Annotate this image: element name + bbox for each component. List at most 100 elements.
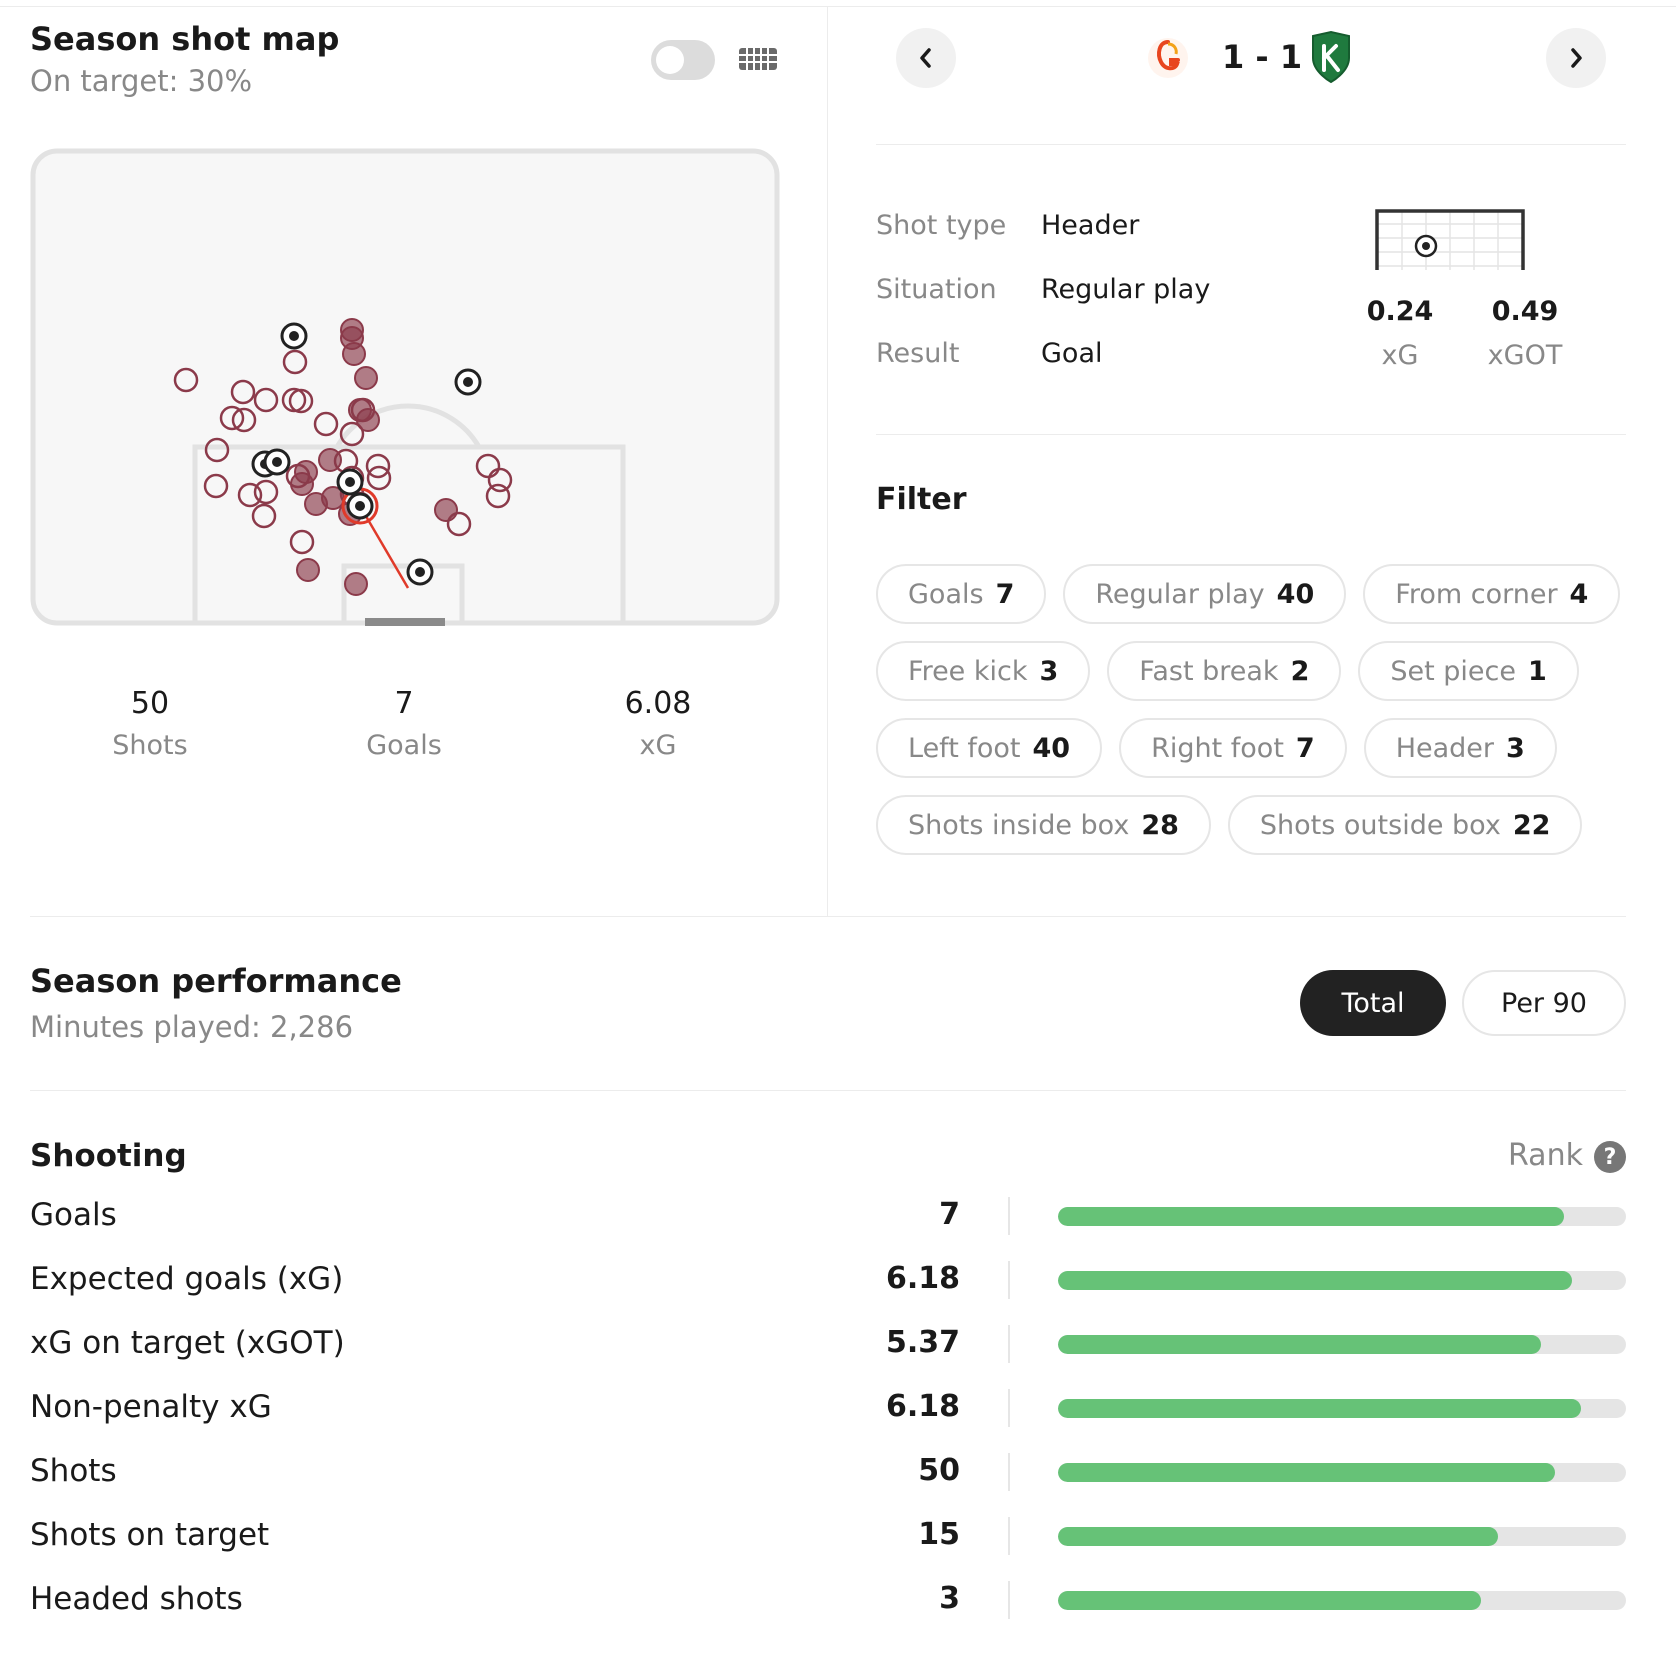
filter-title: Filter bbox=[876, 482, 967, 517]
xgot-label: xGOT bbox=[1487, 340, 1563, 371]
goal-ball-icon bbox=[346, 492, 374, 520]
stat-row-value: 6.18 bbox=[885, 1261, 960, 1296]
next-shot-button[interactable] bbox=[1546, 28, 1606, 88]
filter-chip-label: Header bbox=[1395, 732, 1495, 764]
shotmap-title: Season shot map bbox=[30, 20, 340, 58]
shot-marker bbox=[487, 467, 513, 493]
shot-marker bbox=[230, 379, 256, 405]
rank-bar-fill bbox=[1058, 1527, 1499, 1546]
goal-ball-icon bbox=[454, 368, 482, 396]
shot-marker bbox=[339, 421, 365, 447]
stat-row-value: 6.18 bbox=[885, 1389, 960, 1424]
per90-toggle-button[interactable]: Per 90 bbox=[1462, 970, 1626, 1036]
shot-marker bbox=[288, 388, 314, 414]
shot-marker-on-target bbox=[290, 472, 314, 496]
filter-chip-count: 22 bbox=[1512, 809, 1551, 841]
goal-ball-icon bbox=[263, 448, 291, 476]
filter-chip[interactable]: Shots outside box 22 bbox=[1227, 795, 1583, 855]
stat-row-label: Expected goals (xG) bbox=[30, 1261, 344, 1297]
detail-divider bbox=[876, 434, 1626, 435]
shotmap-subtitle: On target: 30% bbox=[30, 64, 253, 98]
situation-label: Situation bbox=[876, 274, 997, 305]
shot-marker bbox=[253, 479, 279, 505]
filter-chip-label: Left foot bbox=[908, 732, 1021, 764]
performance-divider bbox=[30, 1090, 1626, 1091]
filter-chip[interactable]: Free kick 3 bbox=[876, 641, 1091, 701]
top-divider bbox=[0, 6, 1676, 7]
performance-title: Season performance bbox=[30, 962, 402, 1000]
filter-chips: Goals 7 Regular play 40 From corner 4 Free kic… bbox=[876, 564, 1636, 855]
home-team-logo bbox=[1147, 34, 1189, 86]
shot-type-value: Header bbox=[1041, 210, 1140, 241]
filter-chip[interactable]: Goals 7 bbox=[876, 564, 1047, 624]
filter-chip-label: From corner bbox=[1395, 578, 1558, 610]
previous-shot-button[interactable] bbox=[896, 28, 956, 88]
stat-row-separator bbox=[1008, 1389, 1010, 1427]
help-icon[interactable]: ? bbox=[1594, 1141, 1626, 1173]
stat-row-label: Shots on target bbox=[30, 1517, 270, 1553]
shot-marker-on-target bbox=[318, 448, 342, 472]
filter-chip[interactable]: Regular play 40 bbox=[1063, 564, 1347, 624]
filter-chip-label: Set piece bbox=[1390, 655, 1517, 687]
filter-chip-count: 28 bbox=[1141, 809, 1179, 841]
rank-bar-fill bbox=[1058, 1591, 1482, 1610]
stat-row-label: xG on target (xGOT) bbox=[30, 1325, 345, 1361]
filter-chip-count: 3 bbox=[1039, 655, 1059, 687]
filter-chip-label: Shots inside box bbox=[908, 809, 1130, 841]
shot-marker-on-target bbox=[354, 366, 378, 390]
filter-chip[interactable]: Set piece 1 bbox=[1358, 641, 1579, 701]
section-divider bbox=[30, 916, 1626, 917]
shot-marker bbox=[366, 465, 392, 491]
shotmap-view-toggle[interactable] bbox=[651, 40, 715, 80]
rank-bar-fill bbox=[1058, 1335, 1541, 1354]
shot-marker bbox=[173, 367, 199, 393]
filter-chip-count: 40 bbox=[1276, 578, 1315, 610]
stat-row-separator bbox=[1008, 1453, 1010, 1491]
shot-marker bbox=[282, 349, 308, 375]
shot-marker-on-target bbox=[344, 572, 368, 596]
chevron-left-icon bbox=[920, 48, 931, 68]
goal-frame-graphic bbox=[1374, 208, 1526, 276]
shot-marker bbox=[253, 387, 279, 413]
filter-chip-label: Shots outside box bbox=[1259, 809, 1501, 841]
total-toggle-button[interactable]: Total bbox=[1300, 970, 1446, 1036]
shot-marker bbox=[475, 453, 501, 479]
column-divider bbox=[827, 6, 828, 916]
filter-chip-count: 2 bbox=[1290, 655, 1310, 687]
filter-chip-label: Fast break bbox=[1139, 655, 1279, 687]
six-yard-box bbox=[341, 563, 465, 623]
rank-bar bbox=[1058, 1527, 1626, 1546]
rank-bar-fill bbox=[1058, 1207, 1564, 1226]
shot-marker bbox=[365, 453, 391, 479]
shot-marker bbox=[237, 482, 263, 508]
stat-row-label: Goals bbox=[30, 1197, 117, 1233]
stat-row-label: Shots bbox=[30, 1453, 117, 1489]
filter-chip-count: 1 bbox=[1528, 655, 1547, 687]
stat-row-separator bbox=[1008, 1197, 1010, 1235]
shooting-title: Shooting bbox=[30, 1138, 187, 1174]
filter-chip-count: 7 bbox=[1295, 732, 1315, 764]
filter-chip-label: Right foot bbox=[1151, 732, 1284, 764]
penalty-box bbox=[192, 444, 626, 623]
shot-marker-on-target bbox=[348, 398, 372, 422]
filter-chip[interactable]: Header 3 bbox=[1363, 718, 1557, 778]
filter-chip-count: 4 bbox=[1569, 578, 1589, 610]
filter-chip[interactable]: Left foot 40 bbox=[876, 718, 1103, 778]
filter-chip[interactable]: From corner 4 bbox=[1363, 564, 1621, 624]
rank-bar bbox=[1058, 1207, 1626, 1226]
stat-row-separator bbox=[1008, 1325, 1010, 1363]
stat-shots-label: Shots bbox=[112, 730, 188, 761]
goal-net-icon[interactable] bbox=[736, 44, 780, 80]
filter-chip-label: Goals bbox=[908, 578, 984, 610]
filter-chip[interactable]: Shots inside box 28 bbox=[876, 795, 1211, 855]
filter-chip[interactable]: Right foot 7 bbox=[1119, 718, 1347, 778]
xg-value: 0.24 bbox=[1366, 296, 1434, 327]
minutes-played: Minutes played: 2,286 bbox=[30, 1010, 354, 1044]
pitch-outline bbox=[30, 148, 780, 626]
ball-icon bbox=[1414, 234, 1438, 258]
filter-chip-count: 3 bbox=[1506, 732, 1525, 764]
filter-chip[interactable]: Fast break 2 bbox=[1107, 641, 1342, 701]
shot-marker bbox=[251, 503, 277, 529]
shot-marker-on-target bbox=[296, 558, 320, 582]
stat-row-label: Headed shots bbox=[30, 1581, 243, 1617]
